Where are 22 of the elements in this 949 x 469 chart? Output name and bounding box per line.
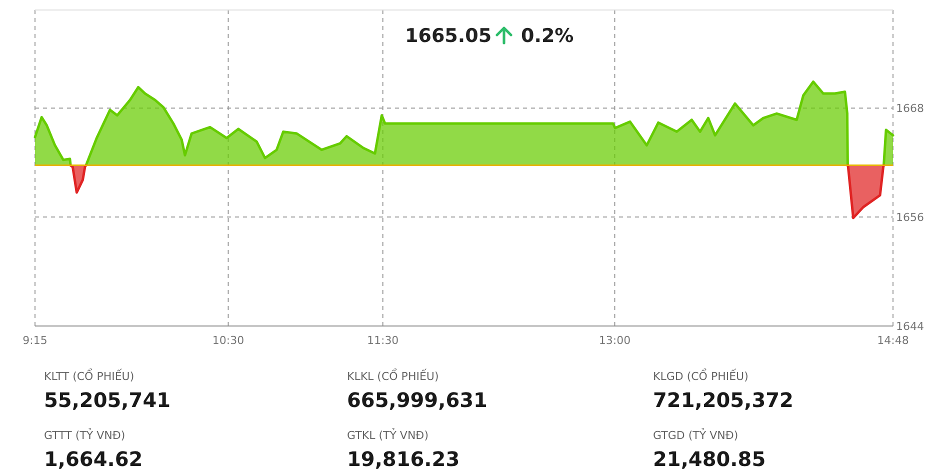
text: GTTT (TỶ VNĐ) <box>44 428 126 442</box>
text: GTGD (TỶ VNĐ) <box>653 428 738 442</box>
text: 665,999,631 <box>347 388 488 412</box>
x-tick-label: 13:00 <box>598 334 631 347</box>
x-tick-label: 9:15 <box>22 334 48 347</box>
text: 21,480.85 <box>653 447 766 469</box>
x-tick-label: 14:48 <box>877 334 909 347</box>
text: KLKL (CỔ PHIẾU) <box>347 368 439 383</box>
y-tick-label: 1668 <box>896 102 924 116</box>
x-tick-label: 10:30 <box>212 334 244 347</box>
y-tick-label: 1656 <box>896 211 924 224</box>
text: 1,664.62 <box>44 447 143 469</box>
text: 19,816.23 <box>347 447 460 469</box>
text: KLTT (CỔ PHIẾU) <box>44 368 134 383</box>
annotation: 1665.05 <box>405 25 492 47</box>
text: GTKL (TỶ VNĐ) <box>347 428 428 442</box>
y-tick-label: 1644 <box>896 320 924 333</box>
text: 721,205,372 <box>653 388 794 412</box>
text: 55,205,741 <box>44 388 171 412</box>
x-tick-label: 11:30 <box>366 334 399 347</box>
annotation: 0.2% <box>521 25 574 47</box>
text: KLGD (CỔ PHIẾU) <box>653 368 748 383</box>
